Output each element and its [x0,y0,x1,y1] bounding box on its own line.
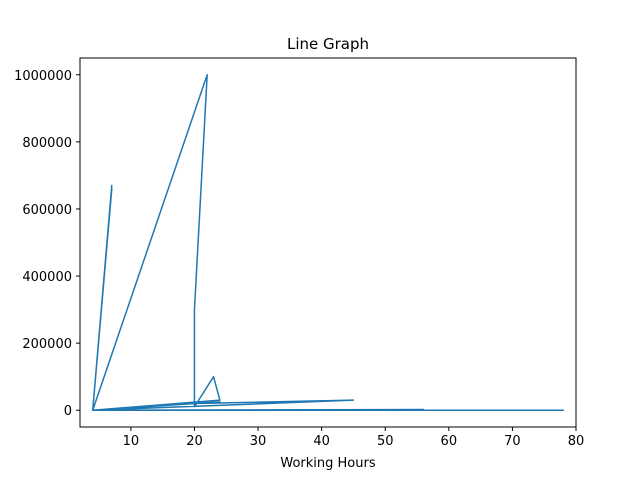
x-tick-label: 50 [377,434,394,449]
series-line-0 [91,74,565,411]
x-tick-label: 20 [186,434,203,449]
plot-frame [79,57,577,428]
chart-title: Line Graph [287,35,369,53]
y-tick-label: 800000 [22,136,72,151]
x-tick-label: 10 [123,434,140,449]
x-tick-label: 30 [250,434,267,449]
x-axis-label: Working Hours [280,456,375,471]
x-tick-label: 60 [441,434,458,449]
y-tick-label: 400000 [22,270,72,285]
y-tick-label: 1000000 [14,69,72,84]
y-tick-label: 0 [64,404,72,419]
y-tick-label: 200000 [22,337,72,352]
x-tick-label: 80 [568,434,585,449]
y-tick-label: 600000 [22,203,72,218]
x-tick-label: 40 [313,434,330,449]
series-layer [91,74,565,411]
x-axis-ticks: 10 20 30 40 50 60 70 80 [123,427,585,449]
y-axis-ticks: 0 200000 400000 600000 800000 1000000 [14,69,80,419]
x-tick-label: 70 [504,434,521,449]
